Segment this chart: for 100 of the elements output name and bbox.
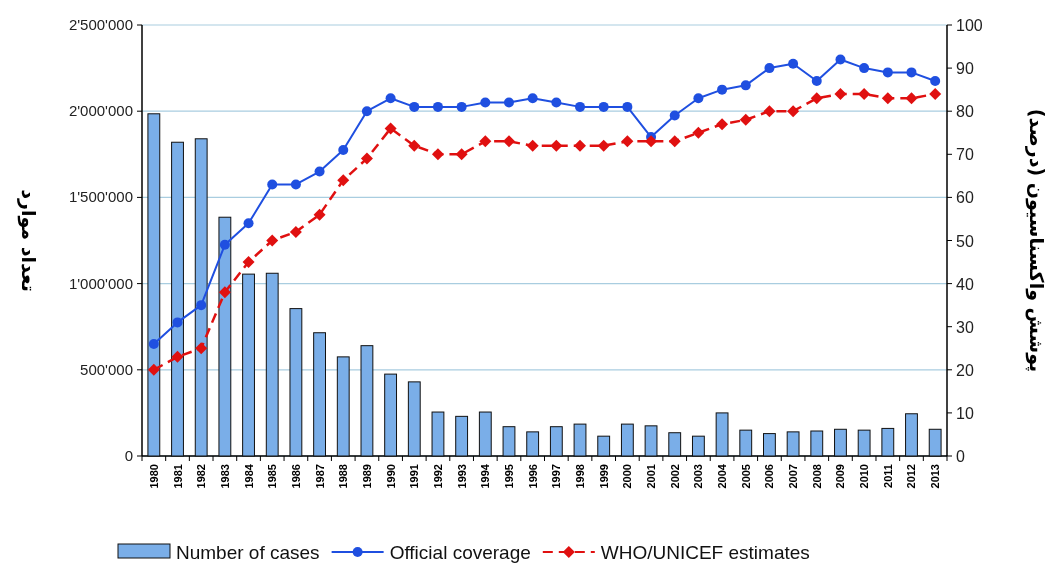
bar [289, 308, 303, 457]
point [835, 54, 846, 65]
point [219, 239, 230, 250]
point [740, 80, 751, 91]
point [906, 67, 917, 78]
x-tick-label: 1980 [147, 464, 160, 489]
y-tick-label: 1'500'000 [68, 188, 133, 206]
x-tick-label: 1999 [597, 464, 610, 489]
point [266, 234, 279, 247]
x-tick-label: 1991 [408, 464, 421, 489]
point [526, 139, 539, 152]
bar [502, 426, 516, 457]
x-tick-label: 2008 [810, 464, 823, 489]
y2-tick-label: 70 [956, 146, 974, 164]
bar [668, 432, 682, 457]
point [360, 152, 373, 165]
bar [242, 273, 255, 457]
x-tick-label: 1986 [289, 464, 302, 489]
point [645, 135, 658, 148]
point [267, 179, 278, 190]
point [290, 179, 301, 190]
point [171, 350, 184, 363]
bar [171, 141, 184, 457]
bar [810, 430, 824, 457]
point [622, 101, 633, 112]
x-tick-label: 1982 [195, 464, 208, 489]
point [905, 92, 918, 105]
x-tick-label: 1992 [431, 464, 444, 489]
bar [786, 431, 800, 457]
point [147, 363, 160, 376]
x-tick-label: 2003 [692, 464, 705, 489]
point [929, 87, 942, 100]
bar [691, 435, 705, 457]
x-tick-label: 1987 [313, 464, 326, 489]
point [692, 126, 705, 139]
y2-tick-label: 30 [956, 318, 974, 336]
point [739, 113, 752, 126]
point [810, 92, 823, 105]
point [717, 84, 728, 95]
bar [384, 373, 398, 457]
y-tick-label: 2'500'000 [68, 16, 133, 33]
point [787, 105, 800, 118]
x-tick-label: 2011 [881, 464, 894, 488]
point [480, 97, 491, 108]
x-tick-label: 2012 [905, 464, 918, 489]
x-tick-label: 2009 [834, 464, 847, 489]
bar [147, 113, 161, 457]
point [408, 139, 421, 152]
point [218, 286, 231, 299]
x-tick-label: 2007 [787, 464, 800, 489]
point [764, 63, 775, 74]
x-tick-label: 1993 [455, 464, 468, 489]
point [574, 139, 587, 152]
x-tick-label: 1990 [384, 464, 397, 489]
legend-label: Official coverage [389, 542, 531, 563]
y2-tick-label: 10 [956, 404, 974, 422]
point [881, 92, 894, 105]
x-tick-label: 2004 [716, 463, 729, 489]
point [668, 135, 681, 148]
point [930, 76, 941, 87]
point [811, 76, 822, 87]
bar [313, 332, 326, 457]
x-tick-label: 1988 [337, 464, 350, 489]
x-tick-label: 1989 [360, 464, 373, 489]
bar [739, 429, 753, 457]
point [716, 118, 729, 131]
bar [431, 411, 445, 457]
x-tick-label: 1997 [550, 464, 563, 489]
y2-tick-label: 90 [956, 60, 974, 78]
x-tick-label: 2013 [929, 464, 942, 489]
y-tick-label: 500'000 [80, 360, 133, 378]
point [431, 148, 444, 161]
y2-tick-label: 100 [956, 17, 983, 34]
point [551, 97, 562, 108]
point [575, 101, 586, 112]
point [361, 106, 372, 117]
point [621, 135, 634, 148]
bar [715, 412, 729, 457]
point [242, 256, 255, 269]
x-tick-label: 2005 [739, 464, 752, 489]
x-tick-label: 1994 [479, 463, 492, 489]
bar [194, 138, 208, 457]
point [669, 110, 680, 121]
bar [928, 428, 942, 457]
x-tick-label: 2002 [668, 464, 681, 489]
point [858, 87, 871, 100]
x-tick-label: 1996 [526, 464, 539, 489]
bar [407, 381, 421, 457]
bar [526, 431, 540, 457]
point [148, 338, 159, 349]
x-tick-label: 2000 [621, 464, 634, 489]
point [313, 208, 326, 221]
bar [834, 428, 847, 457]
x-tick-label: 1981 [171, 464, 184, 489]
y2-tick-label: 80 [956, 103, 974, 121]
bar [620, 423, 634, 457]
bar [857, 429, 871, 457]
point [314, 166, 325, 177]
point [338, 144, 349, 155]
x-tick-label: 1984 [242, 463, 255, 489]
